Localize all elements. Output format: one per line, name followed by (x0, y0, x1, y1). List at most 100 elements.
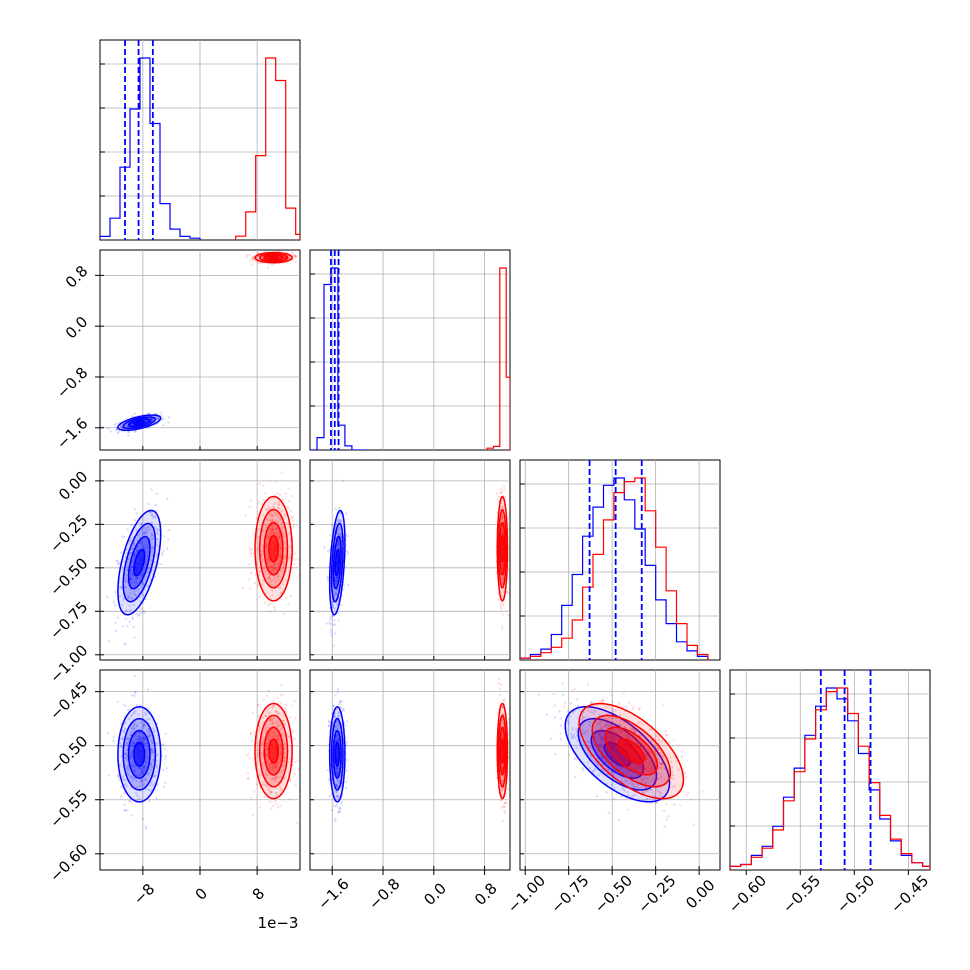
scatter-point (336, 734, 339, 737)
scatter-point (261, 550, 265, 553)
scatter-point (284, 776, 287, 779)
scatter-point (272, 567, 276, 570)
scatter-point (335, 576, 338, 579)
scatter-point (142, 609, 145, 613)
scatter-point (258, 726, 262, 730)
scatter-point (140, 573, 143, 576)
scatter-point (146, 585, 149, 588)
scatter-point (278, 557, 282, 560)
scatter-point (117, 430, 121, 433)
scatter-point (289, 595, 293, 598)
scatter-point (280, 471, 283, 474)
scatter-point (265, 544, 268, 547)
scatter-point (121, 427, 124, 430)
scatter-point (288, 780, 292, 783)
scatter-point (113, 423, 116, 426)
scatter-point (503, 496, 507, 499)
scatter-point (136, 533, 140, 537)
scatter-point (280, 684, 283, 687)
scatter-point (336, 546, 339, 549)
scatter-point (269, 513, 272, 516)
scatter-point (329, 618, 332, 621)
scatter-point (134, 577, 138, 580)
scatter-point (337, 810, 341, 813)
scatter-point (279, 546, 282, 549)
scatter-point (334, 716, 337, 719)
scatter-point (149, 733, 152, 736)
scatter-point (335, 580, 339, 583)
scatter-point (151, 545, 154, 549)
scatter-point (114, 590, 117, 594)
scatter-point (268, 787, 272, 790)
scatter-point (151, 741, 154, 745)
scatter-point (330, 601, 334, 604)
scatter-point (141, 817, 145, 821)
scatter-point (121, 738, 125, 741)
scatter-point (282, 513, 286, 516)
scatter-point (495, 492, 499, 495)
scatter-point (133, 694, 136, 697)
scatter-point (138, 735, 141, 739)
panel-3-1 (309, 669, 511, 871)
scatter-point (276, 733, 279, 737)
scatter-point (126, 424, 129, 427)
scatter-point (138, 613, 141, 616)
scatter-point (135, 774, 138, 777)
scatter-point (246, 772, 250, 775)
scatter-point (607, 811, 610, 814)
scatter-point (131, 743, 134, 746)
scatter-point (507, 528, 510, 531)
scatter-point (156, 532, 160, 536)
scatter-point (558, 710, 561, 713)
scatter-point (279, 586, 282, 590)
scatter-point (501, 613, 504, 616)
scatter-point (333, 607, 337, 610)
scatter-point (253, 730, 256, 733)
scatter-point (288, 798, 291, 801)
scatter-point (279, 750, 282, 753)
scatter-point (130, 755, 133, 758)
scatter-point (279, 510, 282, 514)
scatter-point (150, 534, 153, 538)
scatter-point (135, 785, 138, 789)
scatter-point (129, 577, 132, 580)
scatter-point (148, 766, 151, 769)
scatter-point (277, 503, 281, 506)
scatter-point (334, 591, 337, 594)
scatter-point (150, 514, 153, 517)
scatter-point (123, 752, 126, 756)
scatter-point (282, 777, 286, 780)
scatter-point (332, 644, 335, 647)
scatter-point (335, 576, 338, 579)
scatter-point (337, 779, 341, 782)
scatter-point (271, 518, 274, 522)
scatter-point (133, 741, 136, 744)
scatter-point (496, 498, 499, 501)
scatter-point (275, 721, 279, 725)
scatter-point (147, 773, 150, 776)
scatter-point (272, 733, 276, 737)
scatter-point (130, 523, 133, 527)
scatter-point (269, 711, 272, 714)
scatter-point (335, 770, 339, 774)
scatter-point (334, 507, 337, 510)
scatter-point (153, 515, 157, 519)
scatter-point (124, 576, 127, 580)
scatter-point (276, 735, 279, 738)
scatter-point (277, 578, 280, 581)
scatter-point (131, 694, 134, 697)
scatter-point (624, 705, 628, 709)
scatter-point (336, 739, 339, 742)
scatter-point (152, 751, 155, 754)
scatter-point (549, 737, 553, 740)
scatter-point (149, 768, 153, 771)
scatter-point (152, 784, 155, 787)
scatter-point (246, 753, 249, 757)
scatter-point (269, 718, 272, 721)
scatter-point (246, 776, 250, 780)
scatter-point (129, 582, 133, 586)
scatter-point (130, 580, 134, 584)
scatter-point (500, 490, 504, 494)
scatter-point (137, 735, 140, 738)
scatter-point (501, 562, 504, 566)
